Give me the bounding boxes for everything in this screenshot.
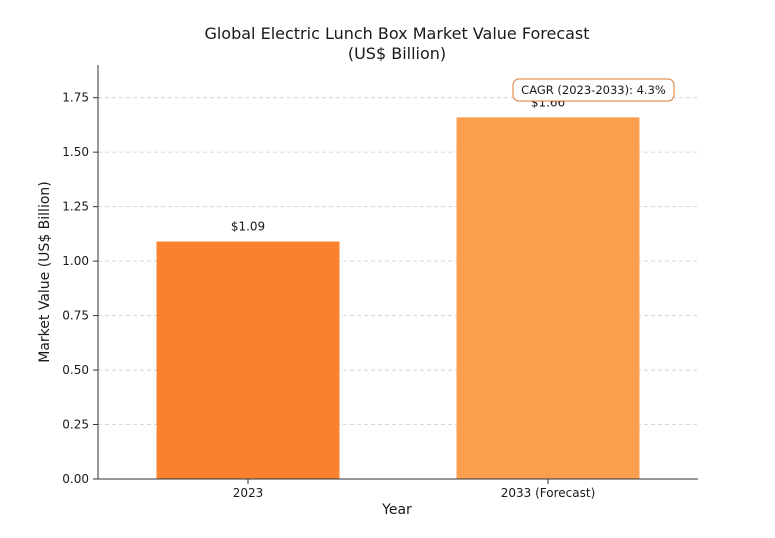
bar <box>456 117 640 479</box>
y-tick-label: 0.50 <box>62 363 89 377</box>
x-ticks: 2023 2033 (Forecast) <box>233 479 596 500</box>
y-axis-label: Market Value (US$ Billion) <box>37 181 53 363</box>
bars <box>156 117 640 479</box>
y-tick-label: 1.25 <box>62 200 89 214</box>
x-axis-label: Year <box>381 502 412 518</box>
y-tick-label: 1.00 <box>62 254 89 268</box>
y-tick-label: 0.75 <box>62 309 89 323</box>
cagr-annotation-box <box>512 78 675 102</box>
chart-title: Global Electric Lunch Box Market Value F… <box>204 24 589 43</box>
cagr-annotation: CAGR (2023-2033): 4.3% <box>512 78 675 102</box>
bar <box>156 241 340 479</box>
x-tick-label: 2033 (Forecast) <box>501 486 596 500</box>
chart-subtitle: (US$ Billion) <box>348 44 446 63</box>
y-tick-label: 1.50 <box>62 145 89 159</box>
y-tick-label: 0.00 <box>62 472 89 486</box>
data-label: $1.09 <box>231 219 265 233</box>
y-ticks: 0.00 0.25 0.50 0.75 1.00 1.25 1.50 1.75 <box>62 91 98 486</box>
x-tick-label: 2023 <box>233 486 264 500</box>
cagr-annotation-text: CAGR (2023-2033): 4.3% <box>521 83 666 97</box>
y-tick-label: 1.75 <box>62 91 89 105</box>
y-tick-label: 0.25 <box>62 418 89 432</box>
